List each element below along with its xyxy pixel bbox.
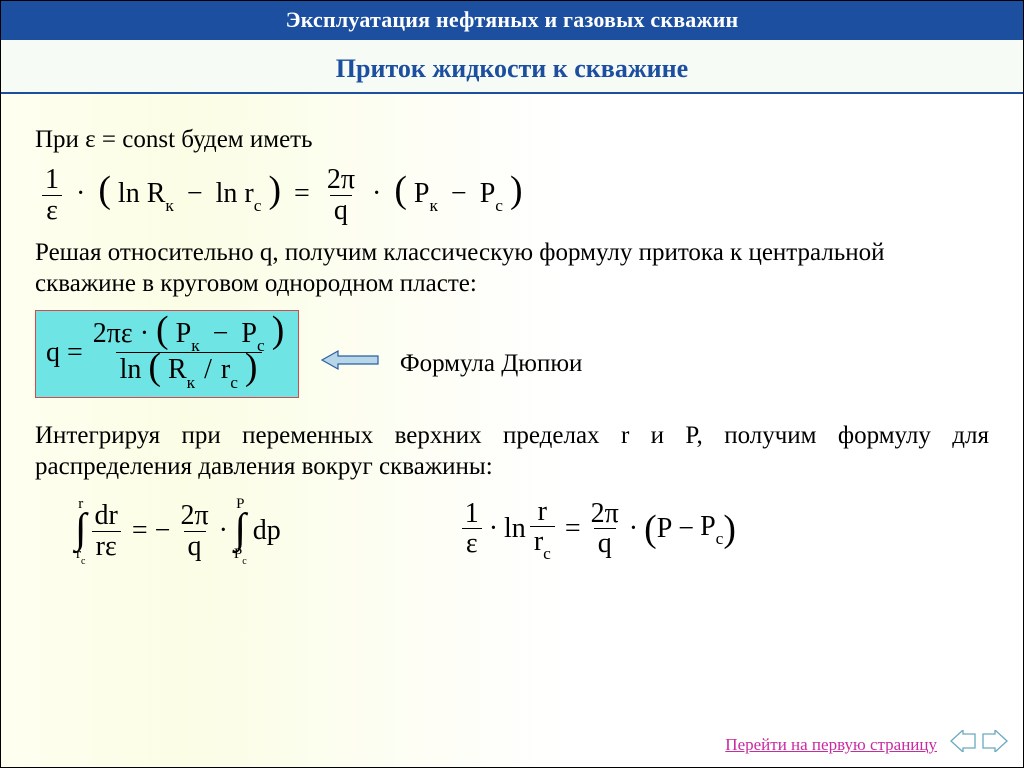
dupuis-box: q = 2πε · ( Pк − Pc ) ln ( [35, 310, 299, 399]
equation-pair: r ∫ rc dr rε = − 2π q · P ∫ Pc [35, 497, 989, 566]
subheader-band: Приток жидкости к скважине [1, 39, 1023, 93]
dupuis-rc: rc [221, 354, 238, 385]
nav-next-icon[interactable] [981, 730, 1009, 757]
integral-2: P ∫ Pc [234, 497, 247, 566]
int-frac-den: rε [92, 531, 121, 561]
int-eq: = − [126, 515, 177, 547]
eq1-dot2: · [366, 178, 387, 209]
eqR-minus: − [672, 513, 700, 545]
dupuis-Pc: Pc [241, 318, 264, 349]
dupuis-slash: / [202, 354, 214, 385]
eqR-d3: q [594, 528, 616, 558]
dupuis-minus: − [207, 318, 235, 349]
eqR-Pc: Pc [700, 511, 723, 547]
header-band: Эксплуатация нефтяных и газовых скважин [1, 1, 1023, 39]
eq1-dot: · [70, 178, 91, 209]
dupuis-qeq: q = [46, 337, 89, 369]
dupuis-Rk: Rк [168, 354, 195, 385]
header-title: Эксплуатация нефтяных и газовых скважин [286, 7, 739, 32]
eqR-dot2: · [623, 513, 644, 545]
paragraph-3: Интегрируя при переменных верхних предел… [35, 420, 989, 483]
dupuis-row: q = 2πε · ( Pк − Pc ) ln ( [35, 306, 989, 399]
eq1-num2: 2π [323, 165, 359, 194]
eqR-n1: 1 [461, 499, 483, 528]
int-frac-num: dr [91, 501, 122, 530]
dupuis-label: Формула Дюпюи [400, 350, 583, 378]
int-f2d: q [184, 531, 206, 561]
first-page-link[interactable]: Перейти на первую страницу [725, 735, 937, 755]
eqR-n2: r [534, 497, 551, 526]
equation-right: 1 ε · ln r rc = 2π q · ( P − Pc ) [461, 497, 736, 561]
eq1-lnrc: ln rc [216, 178, 262, 209]
eqR-d1: ε [462, 528, 482, 558]
int-f2n: 2π [176, 501, 212, 530]
eq1-minus: − [181, 178, 209, 209]
eq1-Pk: Pк [414, 178, 438, 209]
arrow-left-icon [320, 349, 380, 378]
dupuis-numleft: 2πε · [93, 318, 156, 349]
eqR-n3: 2π [587, 499, 623, 528]
eq1-eq: = [288, 178, 316, 209]
int-dp: dp [247, 515, 281, 547]
eqR-dot: · [483, 513, 504, 545]
eq1-minus2: − [445, 178, 473, 209]
dupuis-ln: ln [120, 354, 142, 385]
eq1-Pc: Pc [480, 178, 503, 209]
eq1-den2: q [330, 195, 352, 225]
int-dot: · [213, 515, 234, 547]
dupuis-Pk: Pк [176, 318, 200, 349]
slide-page: Эксплуатация нефтяных и газовых скважин … [0, 0, 1024, 768]
equation-integral: r ∫ rc dr rε = − 2π q · P ∫ Pc [75, 497, 281, 566]
content-area: При ε = const будем иметь 1 ε · ( ln Rк … [1, 94, 1023, 565]
eq1-lnRk: ln Rк [118, 178, 174, 209]
subheader-title: Приток жидкости к скважине [336, 40, 688, 92]
eqR-P: P [657, 513, 673, 545]
paragraph-1: При ε = const будем иметь [35, 124, 989, 155]
equation-1: 1 ε · ( ln Rк − ln rc ) = 2π q · ( Pк − … [35, 165, 989, 225]
integral-1: r ∫ rc [75, 497, 87, 566]
paragraph-2: Решая относительно q, получим классическ… [35, 237, 989, 300]
eqR-ln: ln [504, 513, 526, 545]
eqR-eq: = [559, 513, 587, 545]
eq1-den1: ε [42, 195, 62, 225]
nav-prev-icon[interactable] [949, 730, 977, 757]
eq1-num1: 1 [41, 165, 63, 194]
